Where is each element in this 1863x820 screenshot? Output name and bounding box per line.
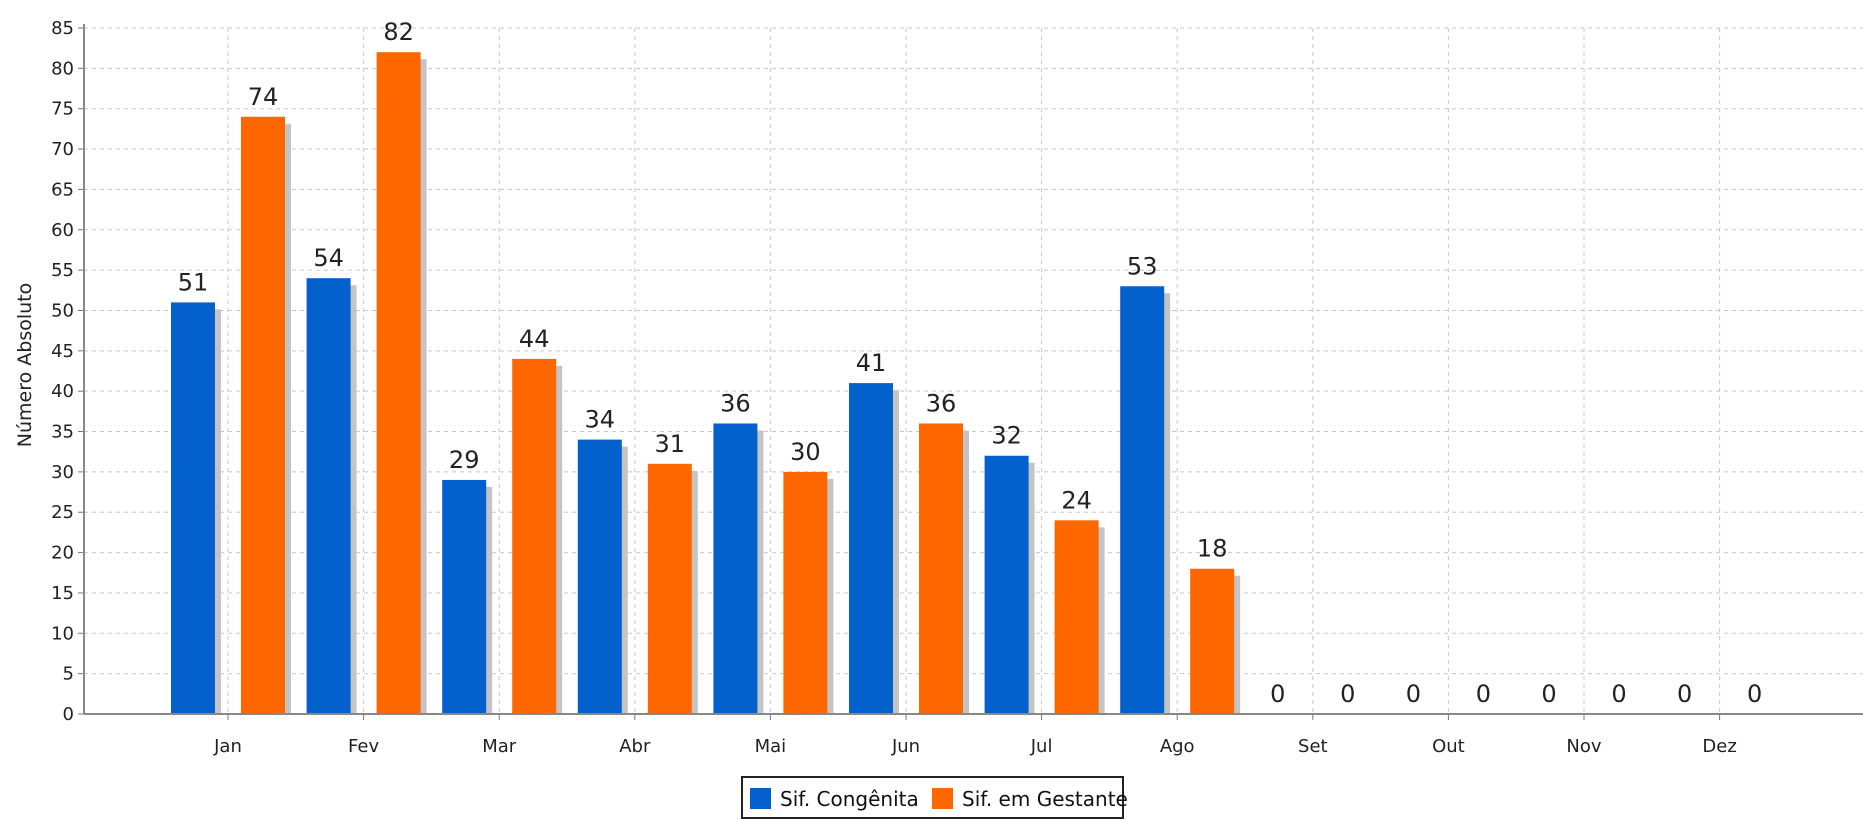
bar	[713, 423, 758, 714]
data-label: 51	[178, 268, 209, 296]
y-axis-title: Número Absoluto	[14, 283, 36, 448]
y-tick-label: 85	[51, 18, 74, 39]
data-label: 34	[585, 406, 616, 434]
bar	[376, 52, 421, 714]
data-label: 30	[790, 438, 821, 466]
bar	[919, 423, 963, 714]
bar	[171, 302, 215, 714]
data-label: 24	[1061, 486, 1092, 514]
bar	[442, 479, 487, 714]
data-label: 54	[313, 244, 344, 272]
y-tick-label: 40	[51, 381, 74, 402]
data-label: 44	[519, 325, 550, 353]
data-label: 36	[926, 389, 957, 417]
data-label: 0	[1340, 680, 1355, 708]
legend-label: Sif. em Gestante	[962, 787, 1128, 811]
legend-swatch	[750, 788, 771, 809]
legend-swatch	[932, 788, 953, 809]
data-label: 0	[1611, 680, 1626, 708]
data-label: 31	[655, 430, 686, 458]
x-tick-label: Dez	[1702, 736, 1736, 757]
y-tick-label: 30	[51, 462, 74, 483]
y-tick-label: 0	[63, 704, 74, 725]
y-tick-label: 5	[63, 664, 74, 685]
x-tick-label: Jun	[891, 736, 920, 757]
bar	[984, 455, 1029, 714]
x-tick-label: Mai	[755, 736, 787, 757]
y-tick-label: 20	[51, 543, 74, 564]
y-tick-label: 55	[51, 260, 74, 281]
bar	[849, 383, 893, 714]
data-label: 18	[1197, 535, 1228, 563]
x-tick-label: Mar	[482, 736, 517, 757]
y-tick-label: 80	[51, 58, 74, 79]
bars	[171, 52, 1241, 714]
y-tick-label: 35	[51, 422, 74, 443]
y-tick-label: 50	[51, 300, 74, 321]
data-label: 0	[1476, 680, 1491, 708]
y-tick-label: 65	[51, 179, 74, 200]
data-label: 32	[991, 422, 1022, 450]
bar	[306, 278, 351, 714]
bar	[1120, 286, 1165, 714]
data-label: 29	[449, 446, 480, 474]
y-tick-label: 25	[51, 502, 74, 523]
data-label: 53	[1127, 252, 1158, 280]
data-label: 0	[1747, 680, 1762, 708]
bar	[577, 439, 622, 714]
bar	[1054, 520, 1099, 714]
data-label: 36	[720, 389, 751, 417]
bar	[512, 358, 557, 714]
legend-label: Sif. Congênita	[780, 787, 919, 811]
x-tick-label: Nov	[1566, 736, 1601, 757]
y-axis-ticks: 0 5 10 15 20 25 30 35 40 45 50 55 60 65 70 75 80 85	[51, 18, 84, 725]
x-tick-label: Set	[1298, 736, 1328, 757]
y-tick-label: 75	[51, 99, 74, 120]
data-label: 0	[1541, 680, 1556, 708]
data-label: 0	[1406, 680, 1421, 708]
data-label: 0	[1677, 680, 1692, 708]
legend: Sif. Congênita Sif. em Gestante	[741, 776, 1128, 819]
y-tick-label: 60	[51, 220, 74, 241]
x-tick-label: Fev	[348, 736, 379, 757]
data-label: 74	[248, 83, 279, 111]
data-labels: 51 74 54 82 29 44 34 31 36 30 41 36 32 24 53 18 0 0 0 0 0 0 0 0	[178, 18, 1763, 708]
bar	[783, 471, 828, 714]
y-tick-label: 45	[51, 341, 74, 362]
bar	[241, 116, 285, 714]
data-label: 0	[1270, 680, 1285, 708]
x-axis-ticks: Jan Fev Mar Abr Mai Jun Jul Ago Set Out Nov Dez	[213, 714, 1737, 757]
bar	[1190, 568, 1235, 714]
y-tick-label: 70	[51, 139, 74, 160]
x-tick-label: Abr	[619, 736, 651, 757]
data-label: 41	[856, 349, 887, 377]
data-label: 82	[383, 18, 414, 46]
x-tick-label: Jan	[213, 736, 242, 757]
x-tick-label: Out	[1432, 736, 1465, 757]
y-tick-label: 15	[51, 583, 74, 604]
y-tick-label: 10	[51, 623, 74, 644]
x-tick-label: Ago	[1160, 736, 1195, 757]
axes	[83, 24, 1863, 715]
bar	[647, 463, 692, 714]
x-tick-label: Jul	[1030, 736, 1053, 757]
